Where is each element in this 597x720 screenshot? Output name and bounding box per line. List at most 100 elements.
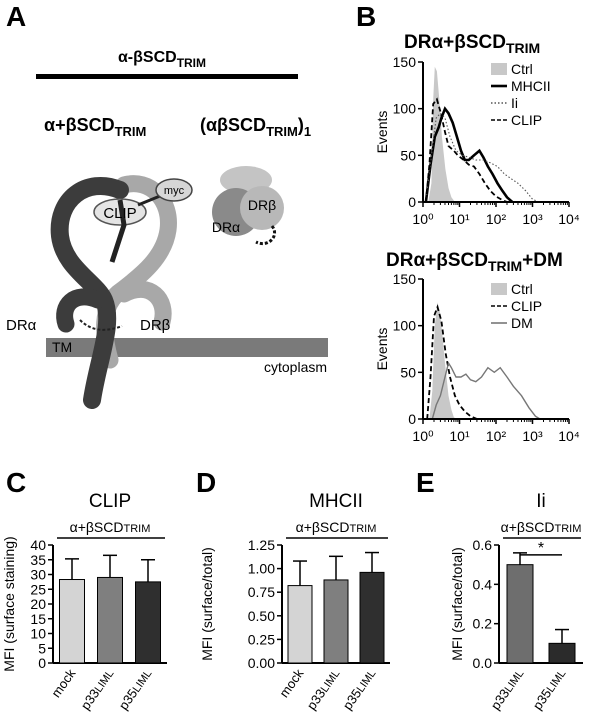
group-label: α+βSCDTRIM — [296, 519, 377, 535]
cytoplasm-label: cytoplasm — [264, 359, 327, 375]
y-tick-label: 0 — [408, 194, 416, 210]
dr-beta-loop — [115, 280, 172, 331]
y-tick-label: 35 — [30, 552, 46, 568]
series-ctrl-fill — [429, 302, 456, 419]
y-axis-label: MFI (surface/total) — [449, 547, 465, 661]
x-tick-label: mock — [48, 666, 78, 700]
construct-rule — [36, 74, 298, 79]
y-tick-label: 0.4 — [473, 576, 493, 592]
series-mhcii-line — [424, 106, 514, 203]
transmembrane-band — [46, 338, 328, 357]
chart-title: MHCII — [309, 491, 363, 512]
series-dm-line — [431, 361, 541, 420]
group-label: α+βSCDTRIM — [70, 519, 151, 535]
bar-p35liml — [135, 581, 161, 664]
panel-letter-d: D — [196, 467, 216, 498]
y-tick-label: 0.75 — [248, 584, 275, 600]
x-tick-label: 10² — [486, 211, 507, 227]
bar-mock — [287, 585, 313, 664]
y-axis-label: Events — [374, 328, 390, 371]
y-tick-label: 5 — [38, 640, 46, 656]
y-tick-label: 0.2 — [473, 616, 493, 632]
series-clip-line — [425, 97, 508, 203]
y-tick-label: 0 — [408, 411, 416, 427]
dr-beta-label: DRβ — [140, 317, 171, 334]
x-tick-label: 10⁰ — [412, 211, 434, 227]
bar-chart-d: MHCII α+βSCDTRIM 0.00 0.25 0.50 0.75 1.00 1.25 M… — [199, 491, 390, 713]
y-tick-label: 150 — [393, 271, 417, 287]
left-construct-label: α+βSCDTRIM — [44, 115, 146, 139]
x-tick-label: 10³ — [522, 211, 543, 227]
dr-alpha-strand — [50, 176, 129, 409]
y-tick-label: 40 — [30, 537, 46, 553]
legend-label-ctrl: Ctrl — [511, 281, 533, 297]
chart-title: Ii — [536, 491, 546, 512]
x-tick-label: p35LIML — [340, 666, 379, 712]
y-tick-label: 1.00 — [248, 561, 275, 577]
dr-alpha-loop — [56, 288, 107, 333]
y-axis-label: Events — [374, 111, 390, 154]
legend-label-mhcii: MHCII — [511, 78, 551, 94]
histogram-top: 0 50 100 150 10⁰ 10¹ 10² 10³ 10⁴ Events CtrlMHCIII… — [374, 54, 580, 227]
x-tick-label: p33LIML — [488, 666, 527, 712]
x-tick-label: 10¹ — [449, 211, 470, 227]
significance-marker: * — [538, 540, 544, 557]
histogram-bottom-title: DRα+βSCDTRIM+DM — [386, 250, 563, 274]
legend-label-ii: Ii — [511, 95, 518, 111]
bar-p33liml — [97, 576, 123, 664]
x-tick-label: 10³ — [522, 428, 543, 444]
panel-letter-a: A — [6, 1, 26, 32]
y-tick-label: 50 — [400, 364, 416, 380]
myc-tag — [155, 178, 193, 202]
dimer-linker — [255, 225, 277, 245]
y-axis-label: MFI (surface staining) — [1, 536, 17, 671]
y-tick-label: 50 — [400, 147, 416, 163]
panel-letter-b: B — [356, 1, 376, 32]
bar-p33liml — [506, 564, 534, 664]
x-tick-label: p33LIML — [304, 666, 343, 712]
legend-swatch-ctrl — [491, 283, 507, 295]
x-tick-label: mock — [276, 666, 306, 700]
linker — [79, 319, 123, 331]
chart-title: CLIP — [89, 491, 131, 512]
legend-swatch-ctrl — [491, 63, 507, 75]
right-construct-label: (αβSCDTRIM)1 — [200, 115, 311, 139]
legend-label-clip: CLIP — [511, 112, 542, 128]
x-tick-label: 10² — [486, 428, 507, 444]
y-tick-label: 30 — [30, 567, 46, 583]
x-tick-label: 10⁰ — [412, 428, 434, 444]
construct-title: α-βSCDTRIM — [118, 49, 206, 70]
series-ii-line — [425, 112, 540, 203]
bar-p35liml — [359, 571, 385, 664]
myc-label: myc — [164, 185, 185, 197]
legend-label-ctrl: Ctrl — [511, 61, 533, 77]
y-axis-label: MFI (surface/total) — [199, 547, 215, 661]
clip-label: CLIP — [103, 205, 136, 222]
y-tick-label: 20 — [30, 596, 46, 612]
panel-e: E Ii α+βSCDTRIM 0.0 0.2 0.4 0.6 MFI (surface/t… — [416, 467, 583, 713]
y-tick-label: 0.50 — [248, 608, 275, 624]
clip-peptide — [109, 199, 127, 263]
x-tick-label: p35LIML — [116, 666, 155, 712]
y-tick-label: 1.25 — [248, 537, 275, 553]
y-tick-label: 0.25 — [248, 631, 275, 647]
tm-label: TM — [52, 339, 72, 355]
histogram-top-title: DRα+βSCDTRIM — [404, 32, 540, 56]
y-tick-label: 25 — [30, 581, 46, 597]
x-tick-label: 10¹ — [449, 428, 470, 444]
dimer-beta-label: DRβ — [248, 197, 276, 213]
panel-d: D MHCII α+βSCDTRIM 0.00 0.25 0.50 0.75 1.00 1.2… — [196, 467, 390, 713]
y-tick-label: 0.0 — [473, 655, 493, 671]
myc-linker — [137, 194, 161, 207]
panel-b: B DRα+βSCDTRIM DRα+βSCDTRIM+DM 0 50 100 150… — [356, 1, 580, 444]
panel-letter-e: E — [416, 467, 435, 498]
panel-letter-c: C — [6, 467, 26, 498]
dimer-beta — [240, 186, 284, 230]
panel-a: A α-βSCDTRIM α+βSCDTRIM (αβSCDTRIM)1 myc… — [6, 1, 328, 409]
y-tick-label: 0.00 — [248, 655, 275, 671]
legend-label-clip: CLIP — [511, 298, 542, 314]
legend-label-dm: DM — [511, 315, 533, 331]
bar-p33liml — [323, 579, 349, 664]
